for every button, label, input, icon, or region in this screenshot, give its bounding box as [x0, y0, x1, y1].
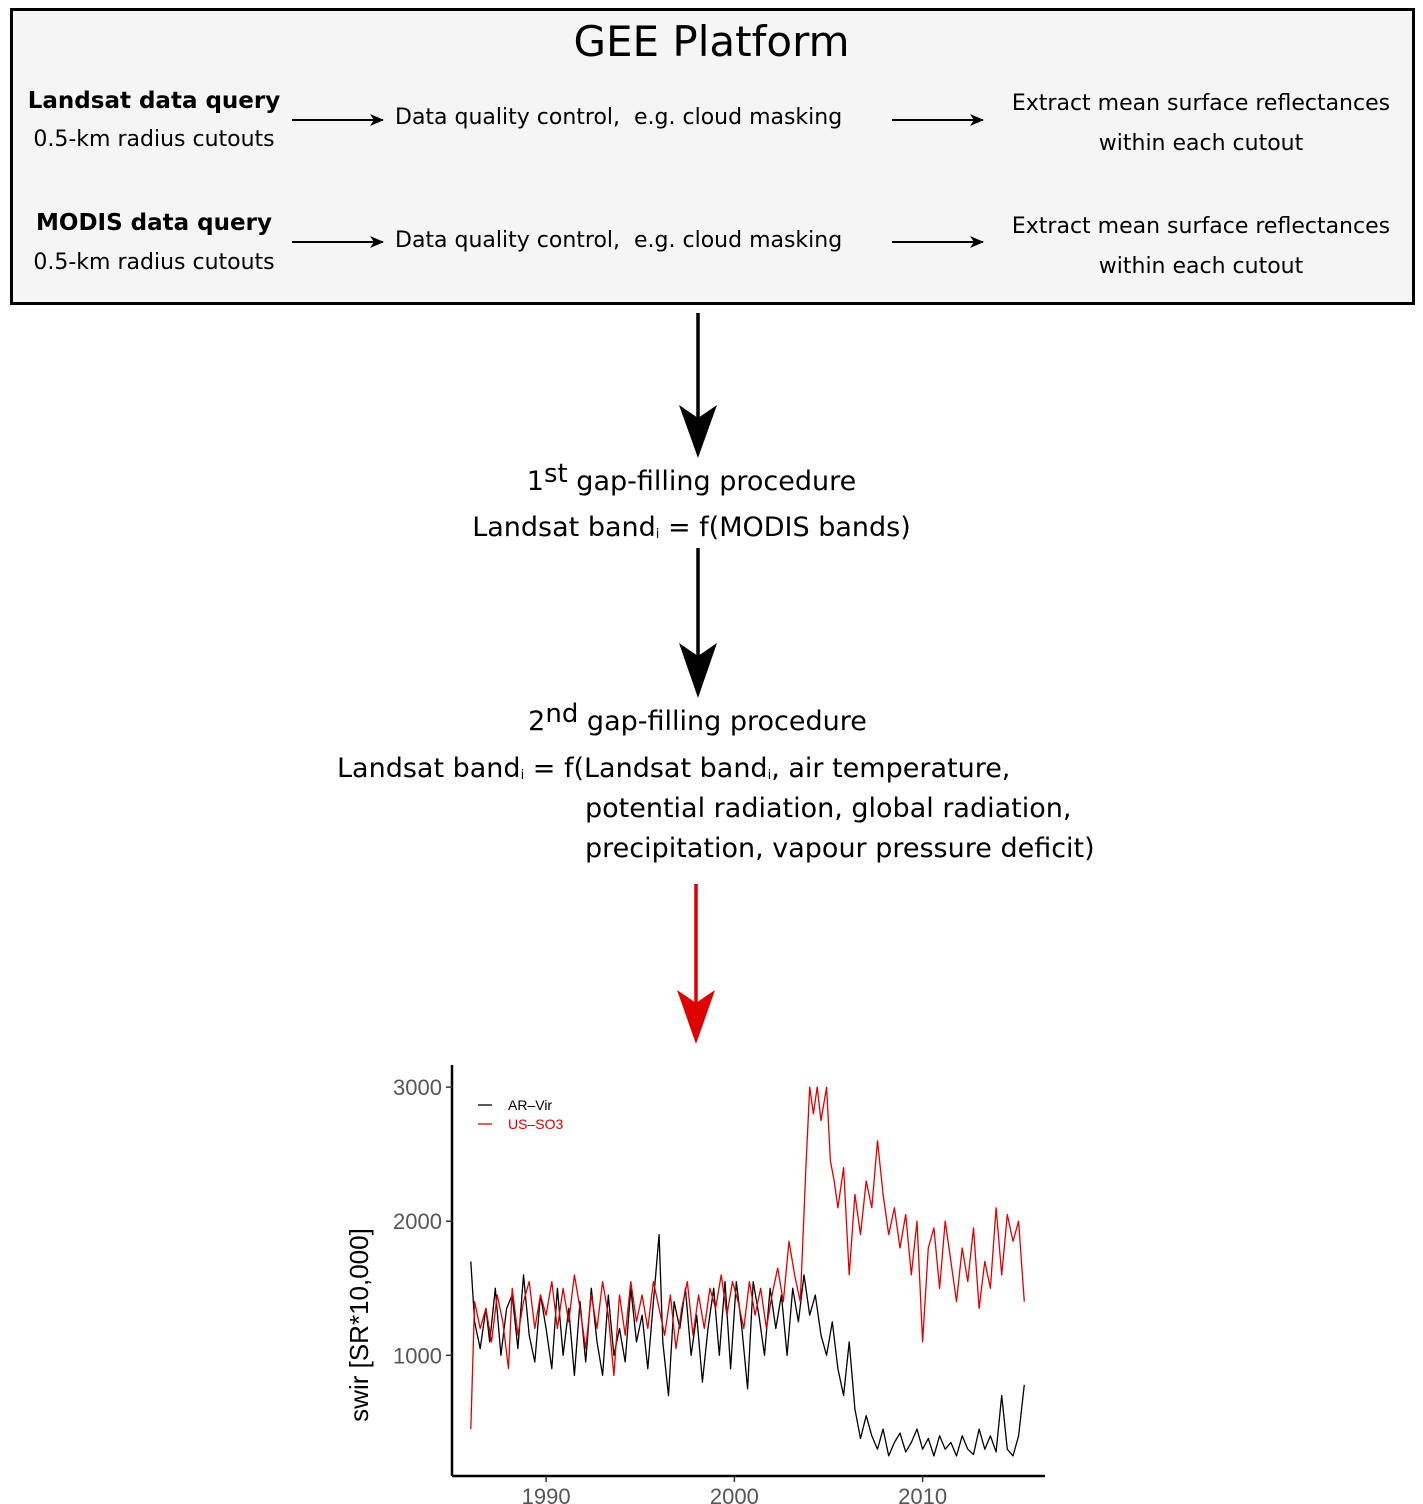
step2-formula-sub2: i	[767, 768, 772, 783]
modis-extract-line2: within each cutout	[1098, 254, 1304, 279]
step1-formula-pre: Landsat band	[472, 512, 656, 543]
landsat-extract-line2: within each cutout	[1098, 131, 1304, 156]
y-tick-label: 3000	[393, 1075, 442, 1100]
landsat-extract-text: Extract mean surface reflectances within…	[985, 84, 1417, 164]
modis-extract-text: Extract mean surface reflectances within…	[985, 207, 1417, 287]
y-tick-label: 2000	[393, 1209, 442, 1234]
step1-formula: Landsat bandi = f(MODIS bands)	[0, 508, 1383, 548]
step1-ordinal-sup: st	[543, 459, 568, 489]
step2-formula-line3: precipitation, vapour pressure deficit)	[585, 833, 1095, 864]
gee-platform-box	[10, 8, 1415, 305]
landsat-query-title: Landsat data query	[27, 88, 281, 114]
platform-title: GEE Platform	[573, 17, 850, 66]
x-tick-label: 2010	[898, 1484, 947, 1504]
landsat-query-sub: 0.5-km radius cutouts	[33, 127, 275, 152]
step2-ordinal-sup: nd	[545, 699, 579, 729]
step2-formula-pre: Landsat band	[337, 753, 521, 784]
x-tick-label: 1990	[522, 1484, 571, 1504]
chart-ylabel: swir [SR*10,000]	[344, 1228, 374, 1422]
step2-formula-sub: i	[520, 768, 525, 783]
arrow-step1-to-step2	[679, 548, 717, 698]
landsat-qc-text: Data quality control, e.g. cloud masking	[395, 105, 843, 130]
modis-qc-text: Data quality control, e.g. cloud masking	[395, 228, 843, 253]
step2-formula-line2: potential radiation, global radiation,	[585, 793, 1072, 824]
chart-lines	[470, 1086, 1025, 1457]
modis-extract-line1: Extract mean surface reflectances	[1011, 214, 1391, 239]
legend-label-0: AR–Vir	[508, 1097, 552, 1113]
step2-formula-mid: = f(Landsat band	[524, 753, 768, 784]
modis-query-title: MODIS data query	[36, 210, 272, 236]
step2-title: 2nd gap-filling procedure	[0, 699, 1395, 742]
step1-ordinal: 1	[526, 466, 544, 497]
landsat-extract-line1: Extract mean surface reflectances	[1011, 91, 1391, 116]
step2-ordinal: 2	[528, 706, 546, 737]
flow-arrows	[292, 114, 984, 1044]
step2-formula-line1: Landsat bandi = f(Landsat bandi, air tem…	[337, 749, 1010, 789]
modis-query-sub: 0.5-km radius cutouts	[33, 250, 275, 275]
chart-legend: AR–Vir US–SO3	[478, 1097, 563, 1132]
y-tick-label: 1000	[393, 1343, 442, 1368]
step1-title: 1st gap-filling procedure	[0, 459, 1383, 502]
step2-formula-post: , air temperature,	[771, 753, 1011, 784]
x-tick-label: 2000	[710, 1484, 759, 1504]
step2-title-rest: gap-filling procedure	[578, 706, 867, 737]
step1-title-rest: gap-filling procedure	[567, 466, 857, 497]
arrow-step2-to-chart	[677, 884, 715, 1044]
step1-formula-post: = f(MODIS bands)	[659, 512, 911, 543]
step1-formula-sub: i	[655, 527, 660, 542]
chart-axes: 1000 2000 3000 1990 2000 2010	[393, 1065, 1045, 1504]
series-line-0	[470, 1233, 1025, 1457]
swir-chart: 1000 2000 3000 1990 2000 2010 AR–Vir US–SO3 sw…	[344, 1065, 1045, 1504]
legend-label-1: US–SO3	[508, 1116, 563, 1132]
series-line-1	[470, 1086, 1025, 1430]
arrow-platform-to-step1	[679, 313, 717, 458]
